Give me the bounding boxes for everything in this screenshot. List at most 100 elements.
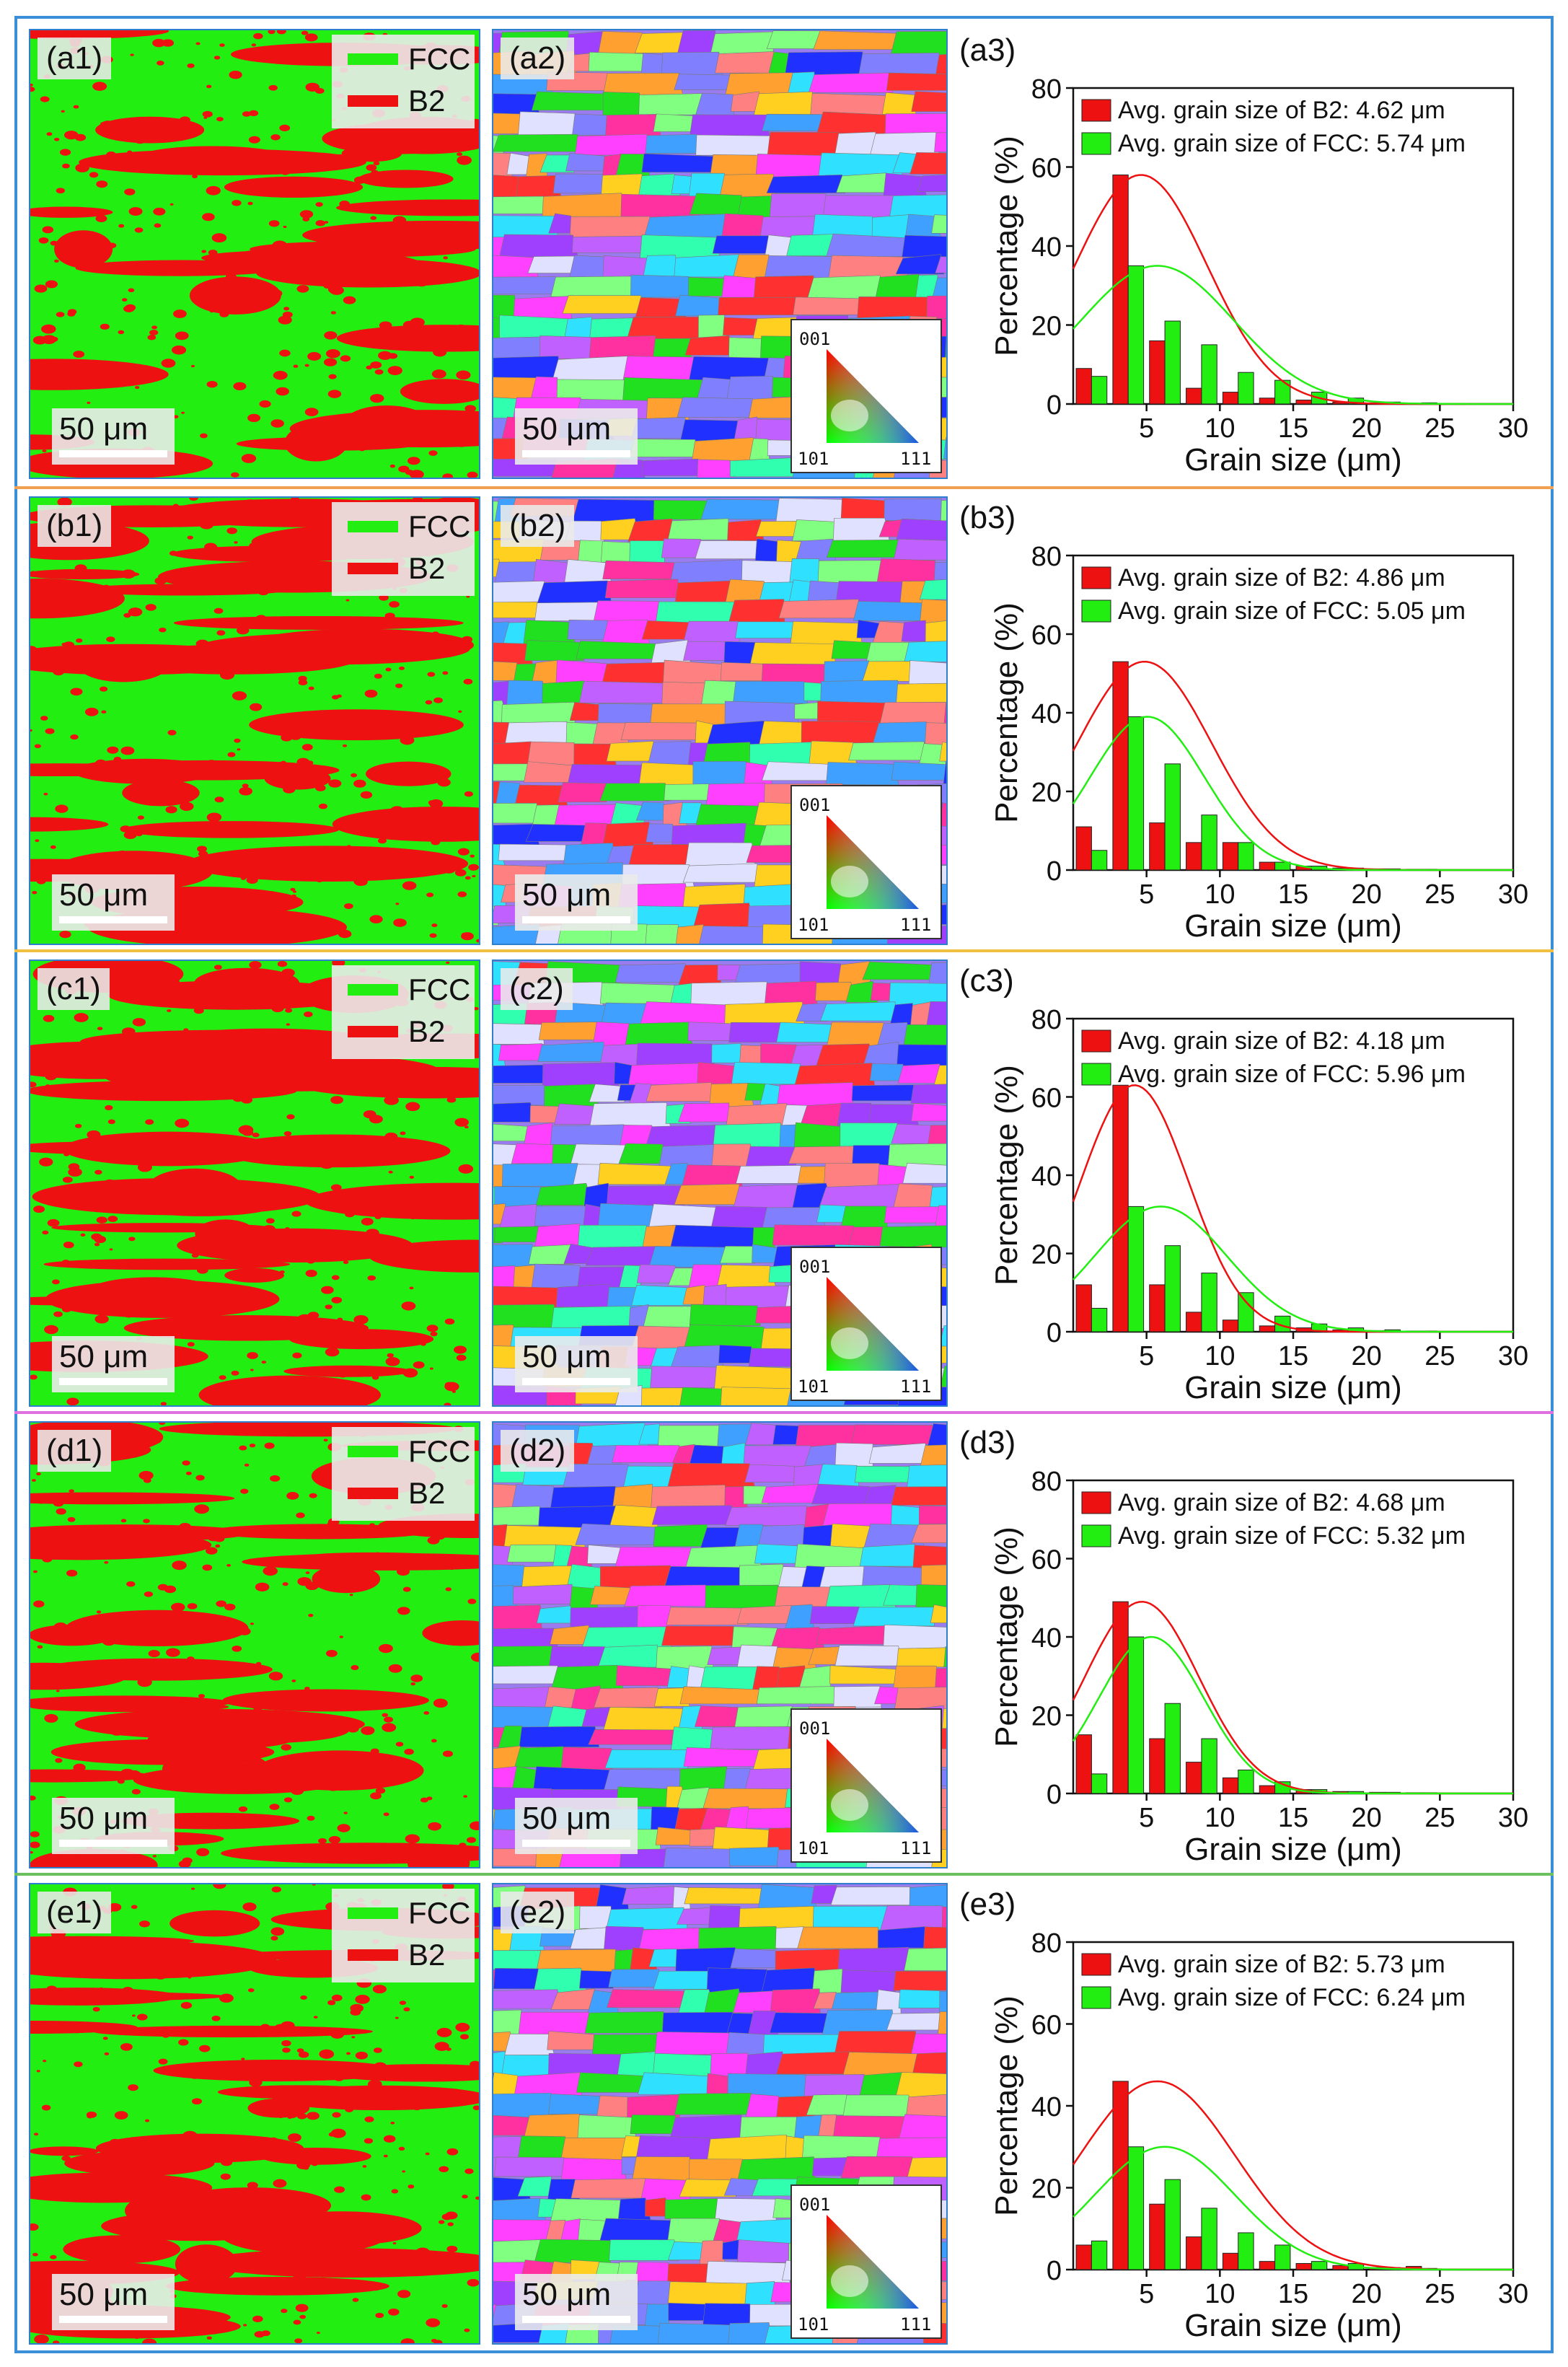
- b2-particle: [34, 2335, 49, 2343]
- b2-particle: [382, 1723, 397, 1732]
- b2-particle: [184, 788, 190, 792]
- b2-particle: [393, 1526, 403, 1532]
- b2-particle: [245, 1319, 257, 1328]
- grain: [641, 1387, 690, 1405]
- b2-particle: [134, 386, 140, 390]
- b2-particle: [220, 2173, 231, 2180]
- b2-particle: [252, 1704, 263, 1711]
- b2-particle: [130, 1296, 136, 1299]
- bar: [1164, 2179, 1181, 2270]
- b2-particle: [168, 2192, 176, 2198]
- b2-particle: [283, 1379, 294, 1386]
- b2-particle: [107, 1902, 122, 1912]
- b2-particle: [162, 39, 175, 47]
- b2-particle: [56, 312, 65, 317]
- b2-particle: [433, 348, 447, 357]
- b2-particle: [242, 1902, 257, 1912]
- grain: [679, 2179, 736, 2197]
- legend-label: Avg. grain size of B2: 4.62 μm: [1118, 97, 1445, 124]
- y-tick-label: 60: [1031, 620, 1062, 651]
- b2-particle: [45, 1359, 51, 1363]
- b2-particle: [123, 305, 135, 312]
- b2-particle: [364, 2138, 374, 2144]
- b2-particle: [102, 2037, 108, 2040]
- b2-particle: [74, 564, 87, 572]
- b2-particle: [249, 2078, 263, 2087]
- row-separator-bc: [14, 949, 1554, 952]
- b2-particle: [200, 433, 208, 439]
- b2-lamella: [175, 1717, 350, 1744]
- b2-particle: [55, 1940, 69, 1949]
- bar: [1149, 822, 1166, 871]
- b2-particle: [209, 507, 221, 514]
- bar: [1112, 1601, 1129, 1794]
- b2-particle: [251, 1150, 260, 1156]
- b2-particle: [454, 869, 467, 877]
- b2-particle: [282, 1424, 290, 1430]
- b2-particle: [118, 224, 125, 228]
- legend-item-fcc: FCC: [339, 39, 470, 81]
- b2-particle: [254, 2331, 265, 2338]
- b2-particle: [346, 1724, 359, 1733]
- b2-particle: [138, 794, 144, 799]
- b2-particle: [145, 1119, 154, 1125]
- b2-particle: [402, 1586, 411, 1592]
- fcc-swatch: [348, 1907, 398, 1919]
- b2-particle: [429, 1367, 433, 1370]
- b2-particle: [395, 683, 403, 688]
- b2-particle: [255, 1156, 263, 1161]
- grain: [493, 1023, 545, 1045]
- grain: [493, 1706, 557, 1729]
- b2-particle: [197, 1266, 208, 1274]
- b2-particle: [459, 2034, 469, 2039]
- b2-particle: [219, 670, 235, 680]
- b2-particle: [315, 784, 326, 791]
- b2-particle: [283, 307, 290, 311]
- b2-swatch: [348, 95, 398, 107]
- grain: [862, 661, 914, 682]
- b2-particle: [61, 1260, 71, 1265]
- b2-particle: [284, 312, 290, 316]
- b2-particle: [151, 649, 159, 654]
- b2-particle: [279, 349, 291, 357]
- b2-particle: [253, 1235, 263, 1242]
- b2-particle: [76, 1141, 92, 1151]
- b2-particle: [178, 2039, 189, 2046]
- fcc-label: FCC: [408, 972, 471, 1006]
- grain: [506, 1544, 562, 1563]
- b2-particle: [405, 1154, 415, 1161]
- b2-particle: [304, 1687, 310, 1690]
- b2-particle: [471, 1652, 479, 1662]
- grain: [667, 2241, 705, 2260]
- b2-particle: [162, 981, 175, 990]
- b2-particle: [209, 309, 214, 313]
- ipf-map-b: (b2) 50 μm 001 101 111: [492, 496, 948, 945]
- b2-particle: [260, 2264, 274, 2272]
- b2-particle: [389, 810, 397, 815]
- b2-particle: [185, 763, 191, 768]
- b2-particle: [387, 133, 402, 142]
- b2-particle: [291, 498, 299, 501]
- b2-particle: [290, 887, 296, 892]
- b2-particle: [241, 454, 257, 463]
- b2-particle: [375, 246, 389, 255]
- b2-particle: [345, 1211, 355, 1218]
- b2-particle: [219, 43, 225, 47]
- b2-particle: [74, 1936, 79, 1940]
- b2-particle: [371, 1375, 379, 1380]
- b2-particle: [190, 1765, 196, 1769]
- b2-particle: [307, 1258, 315, 1264]
- grain: [493, 1665, 560, 1685]
- b2-particle: [300, 1995, 307, 2000]
- b2-particle: [316, 2277, 330, 2286]
- b2-particle: [203, 116, 208, 119]
- legend-swatch: [1081, 1063, 1111, 1086]
- b2-particle: [408, 428, 420, 436]
- legend-label: Avg. grain size of B2: 4.86 μm: [1118, 564, 1445, 592]
- b2-particle: [373, 161, 380, 166]
- b2-particle: [53, 668, 65, 676]
- grain: [625, 1022, 693, 1047]
- b2-label: B2: [408, 1014, 446, 1048]
- b2-particle: [179, 1522, 191, 1531]
- b2-particle: [175, 1118, 190, 1128]
